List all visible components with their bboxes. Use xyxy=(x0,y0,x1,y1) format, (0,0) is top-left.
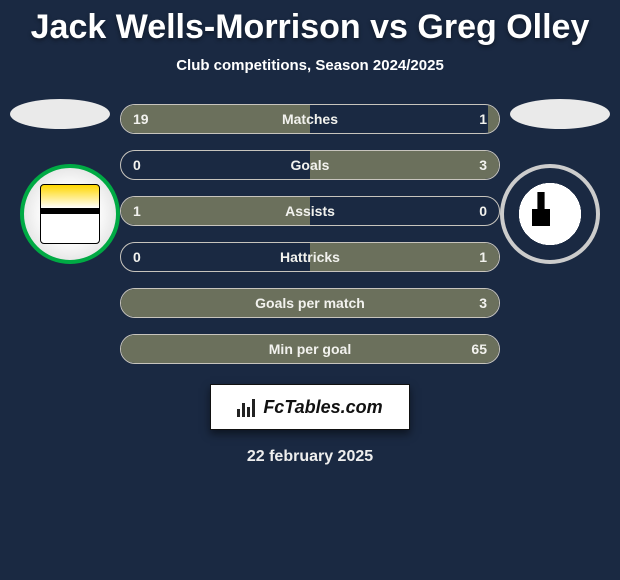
stat-label: Hattricks xyxy=(280,249,340,265)
brand-chart-icon xyxy=(237,397,257,417)
stat-label: Matches xyxy=(282,111,338,127)
stat-fill-right xyxy=(488,105,499,133)
subtitle: Club competitions, Season 2024/2025 xyxy=(0,57,620,74)
stat-row: 0 Goals 3 xyxy=(120,150,500,180)
club-badge-left-inner xyxy=(40,184,100,244)
brand-box: FcTables.com xyxy=(210,384,410,430)
stat-value-right: 1 xyxy=(479,249,487,265)
stat-value-right: 3 xyxy=(479,295,487,311)
stat-label: Min per goal xyxy=(269,341,351,357)
stat-label: Assists xyxy=(285,203,335,219)
club-badge-right-inner xyxy=(510,174,590,254)
stat-label: Goals xyxy=(291,157,330,173)
stat-label: Goals per match xyxy=(255,295,365,311)
stat-row: 19 Matches 1 xyxy=(120,104,500,134)
stat-value-left: 19 xyxy=(133,111,149,127)
stat-row: 0 Hattricks 1 xyxy=(120,242,500,272)
stat-row: 1 Assists 0 xyxy=(120,196,500,226)
stat-row: Goals per match 3 xyxy=(120,288,500,318)
stat-value-left: 0 xyxy=(133,249,141,265)
club-badge-left xyxy=(20,164,120,264)
stat-value-right: 1 xyxy=(479,111,487,127)
club-badge-right xyxy=(500,164,600,264)
stat-value-left: 0 xyxy=(133,157,141,173)
stat-value-right: 3 xyxy=(479,157,487,173)
brand-text: FcTables.com xyxy=(263,397,382,418)
stat-fill-left xyxy=(121,197,310,225)
player-left-avatar xyxy=(10,99,110,129)
stat-value-right: 0 xyxy=(479,203,487,219)
page-title: Jack Wells-Morrison vs Greg Olley xyxy=(0,0,620,47)
stat-value-right: 65 xyxy=(471,341,487,357)
stats-list: 19 Matches 1 0 Goals 3 1 Assists 0 0 Hat… xyxy=(120,104,500,364)
footer-date: 22 february 2025 xyxy=(10,448,610,466)
player-right-avatar xyxy=(510,99,610,129)
stat-fill-right xyxy=(310,151,499,179)
comparison-panel: 19 Matches 1 0 Goals 3 1 Assists 0 0 Hat… xyxy=(0,104,620,466)
stat-row: Min per goal 65 xyxy=(120,334,500,364)
stat-value-left: 1 xyxy=(133,203,141,219)
